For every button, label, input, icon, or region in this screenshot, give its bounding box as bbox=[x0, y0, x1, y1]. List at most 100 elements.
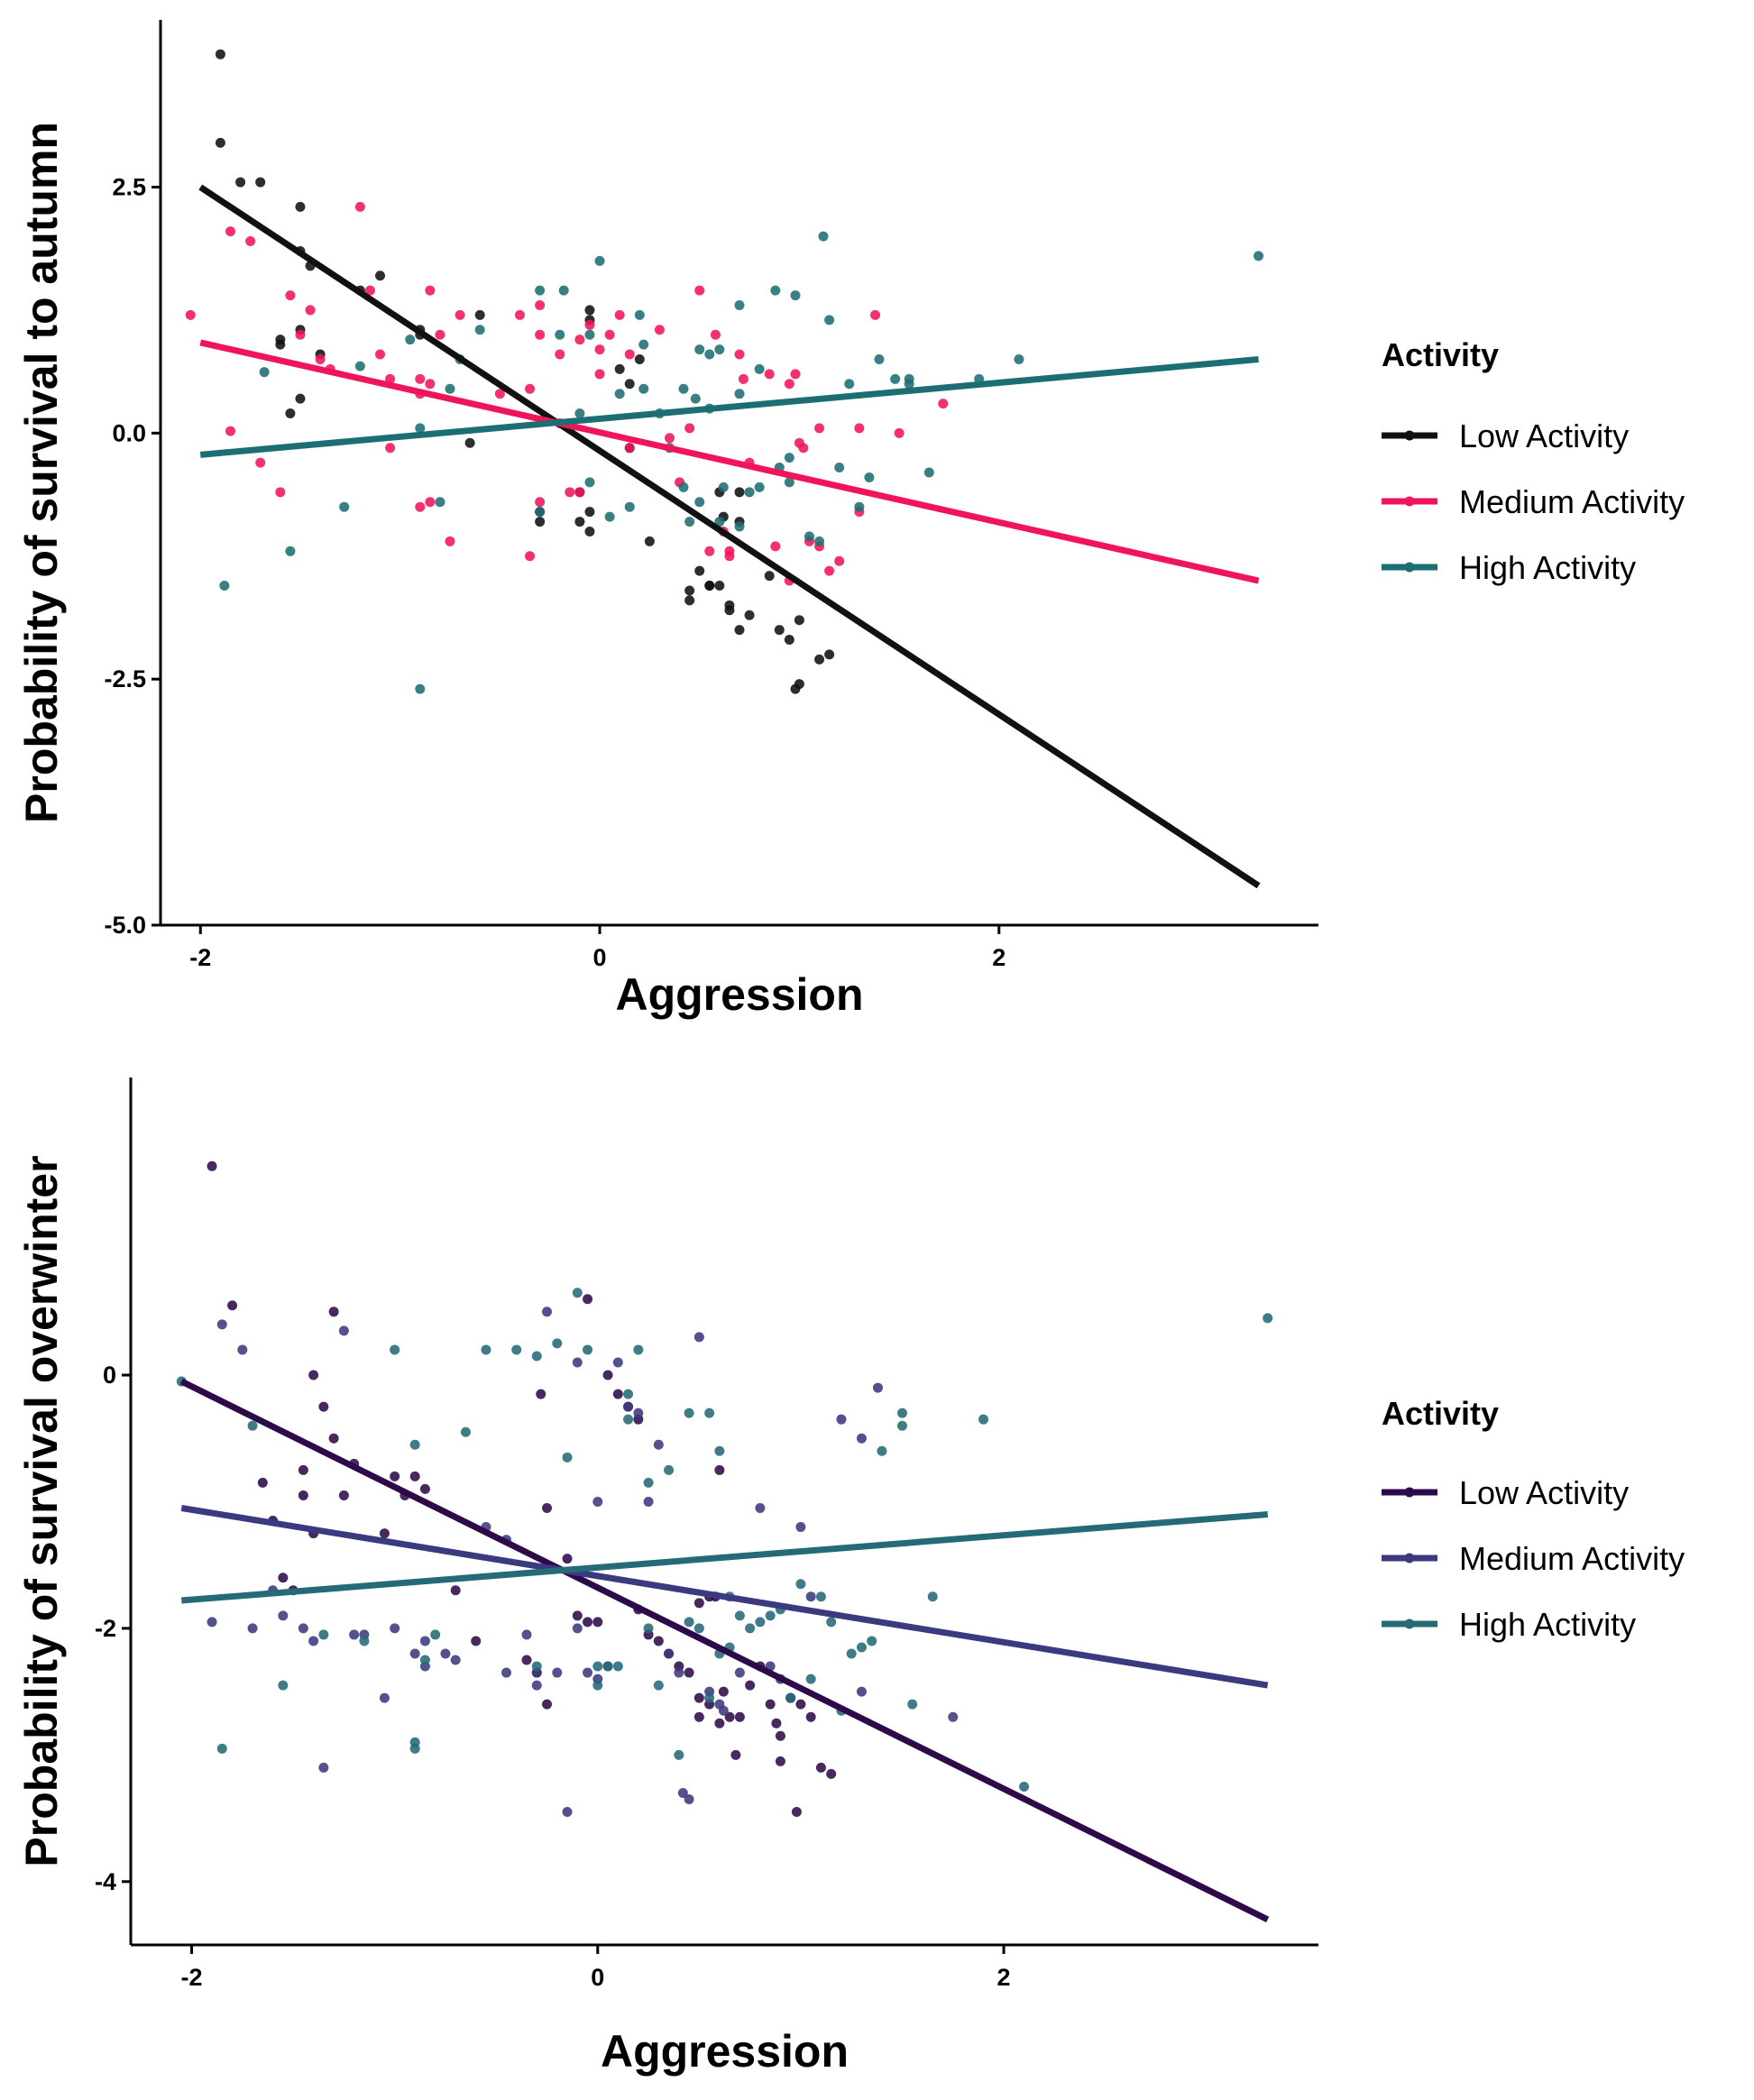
data-point bbox=[562, 1452, 573, 1463]
data-point bbox=[844, 379, 855, 390]
data-point bbox=[804, 531, 814, 542]
data-point bbox=[714, 1464, 725, 1475]
data-point bbox=[419, 1636, 430, 1646]
data-point bbox=[734, 1711, 745, 1722]
data-point bbox=[572, 1357, 583, 1368]
data-point bbox=[455, 309, 465, 320]
data-point bbox=[572, 1623, 583, 1634]
legend-label: Low Activity bbox=[1459, 417, 1629, 454]
y-tick-label: -2 bbox=[95, 1615, 116, 1642]
data-point bbox=[638, 383, 649, 394]
legend-key-point bbox=[1404, 1487, 1415, 1498]
data-point bbox=[923, 467, 934, 478]
data-point bbox=[624, 349, 635, 360]
data-point bbox=[525, 551, 536, 562]
data-point bbox=[730, 1749, 741, 1760]
data-point bbox=[634, 354, 645, 364]
y-axis-title: Probability of survival to autumn bbox=[16, 122, 67, 823]
data-point bbox=[390, 1623, 400, 1634]
x-tick-label: -2 bbox=[189, 944, 211, 971]
data-point bbox=[896, 1408, 907, 1418]
chart-panel-2: -4 -2 0 -2 0 2 Aggression Probability of surviv… bbox=[16, 1078, 1685, 2077]
data-point bbox=[693, 1332, 704, 1343]
data-point bbox=[349, 1629, 360, 1640]
data-point bbox=[445, 536, 455, 546]
data-point bbox=[653, 1439, 664, 1450]
data-point bbox=[535, 299, 546, 310]
data-point bbox=[318, 1762, 329, 1773]
data-point bbox=[584, 477, 595, 488]
data-point bbox=[693, 1598, 704, 1609]
data-point bbox=[948, 1711, 959, 1722]
data-point bbox=[770, 541, 781, 552]
y-tick-label: -5.0 bbox=[104, 912, 146, 939]
data-point bbox=[604, 511, 615, 522]
data-point bbox=[805, 1674, 816, 1684]
data-point bbox=[824, 649, 835, 660]
data-point bbox=[354, 361, 365, 371]
data-point bbox=[295, 393, 306, 404]
data-point bbox=[379, 1692, 390, 1703]
data-point bbox=[693, 1623, 704, 1634]
data-point bbox=[754, 481, 765, 492]
data-point bbox=[584, 329, 595, 340]
data-point bbox=[734, 389, 745, 399]
legend-key-point bbox=[1404, 562, 1415, 573]
legend-label: High Activity bbox=[1459, 549, 1636, 586]
data-point bbox=[674, 1667, 684, 1678]
data-point bbox=[531, 1661, 542, 1672]
data-point bbox=[815, 1762, 826, 1773]
data-point bbox=[784, 379, 794, 390]
data-point bbox=[552, 1667, 563, 1678]
data-point bbox=[870, 309, 881, 320]
data-point bbox=[624, 443, 635, 454]
data-point bbox=[592, 1617, 603, 1628]
data-point bbox=[514, 309, 525, 320]
data-point bbox=[690, 393, 701, 404]
data-point bbox=[390, 1344, 400, 1355]
data-point bbox=[584, 526, 595, 536]
data-point bbox=[275, 339, 286, 350]
legend-title: Activity bbox=[1382, 1395, 1499, 1432]
data-point bbox=[535, 329, 546, 340]
data-point bbox=[245, 236, 256, 247]
data-point bbox=[425, 379, 436, 390]
data-point bbox=[927, 1591, 938, 1602]
data-point bbox=[415, 501, 426, 512]
data-point bbox=[592, 1680, 603, 1691]
data-point bbox=[285, 546, 296, 556]
data-point bbox=[814, 536, 825, 546]
data-point bbox=[375, 349, 386, 360]
data-point bbox=[614, 389, 625, 399]
data-point bbox=[278, 1610, 289, 1621]
data-point bbox=[907, 1699, 918, 1710]
data-point bbox=[784, 477, 794, 488]
data-point bbox=[614, 363, 625, 374]
data-point bbox=[354, 201, 365, 212]
data-point bbox=[602, 1370, 613, 1380]
data-point bbox=[435, 497, 445, 508]
data-point bbox=[531, 1680, 542, 1691]
data-point bbox=[653, 1680, 664, 1691]
data-point bbox=[285, 290, 296, 301]
data-point bbox=[583, 1344, 593, 1355]
data-point bbox=[415, 373, 426, 384]
x-tick-label: 2 bbox=[992, 944, 1006, 971]
data-point bbox=[278, 1680, 289, 1691]
data-point bbox=[856, 1642, 867, 1653]
data-point bbox=[445, 383, 455, 394]
data-point bbox=[295, 329, 306, 340]
y-axis-title: Probability of survival overwinter bbox=[16, 1155, 67, 1866]
data-point bbox=[592, 1496, 603, 1507]
data-point bbox=[904, 373, 914, 384]
data-point bbox=[653, 1636, 664, 1646]
data-point bbox=[583, 1294, 593, 1305]
data-point bbox=[225, 426, 235, 436]
data-point bbox=[594, 369, 605, 380]
data-point bbox=[385, 443, 396, 454]
data-point bbox=[219, 581, 230, 591]
x-tick-label: 0 bbox=[591, 1964, 604, 1991]
series-points-1 bbox=[215, 49, 835, 694]
data-point bbox=[425, 497, 436, 508]
series-points-3 bbox=[176, 1288, 1273, 1792]
